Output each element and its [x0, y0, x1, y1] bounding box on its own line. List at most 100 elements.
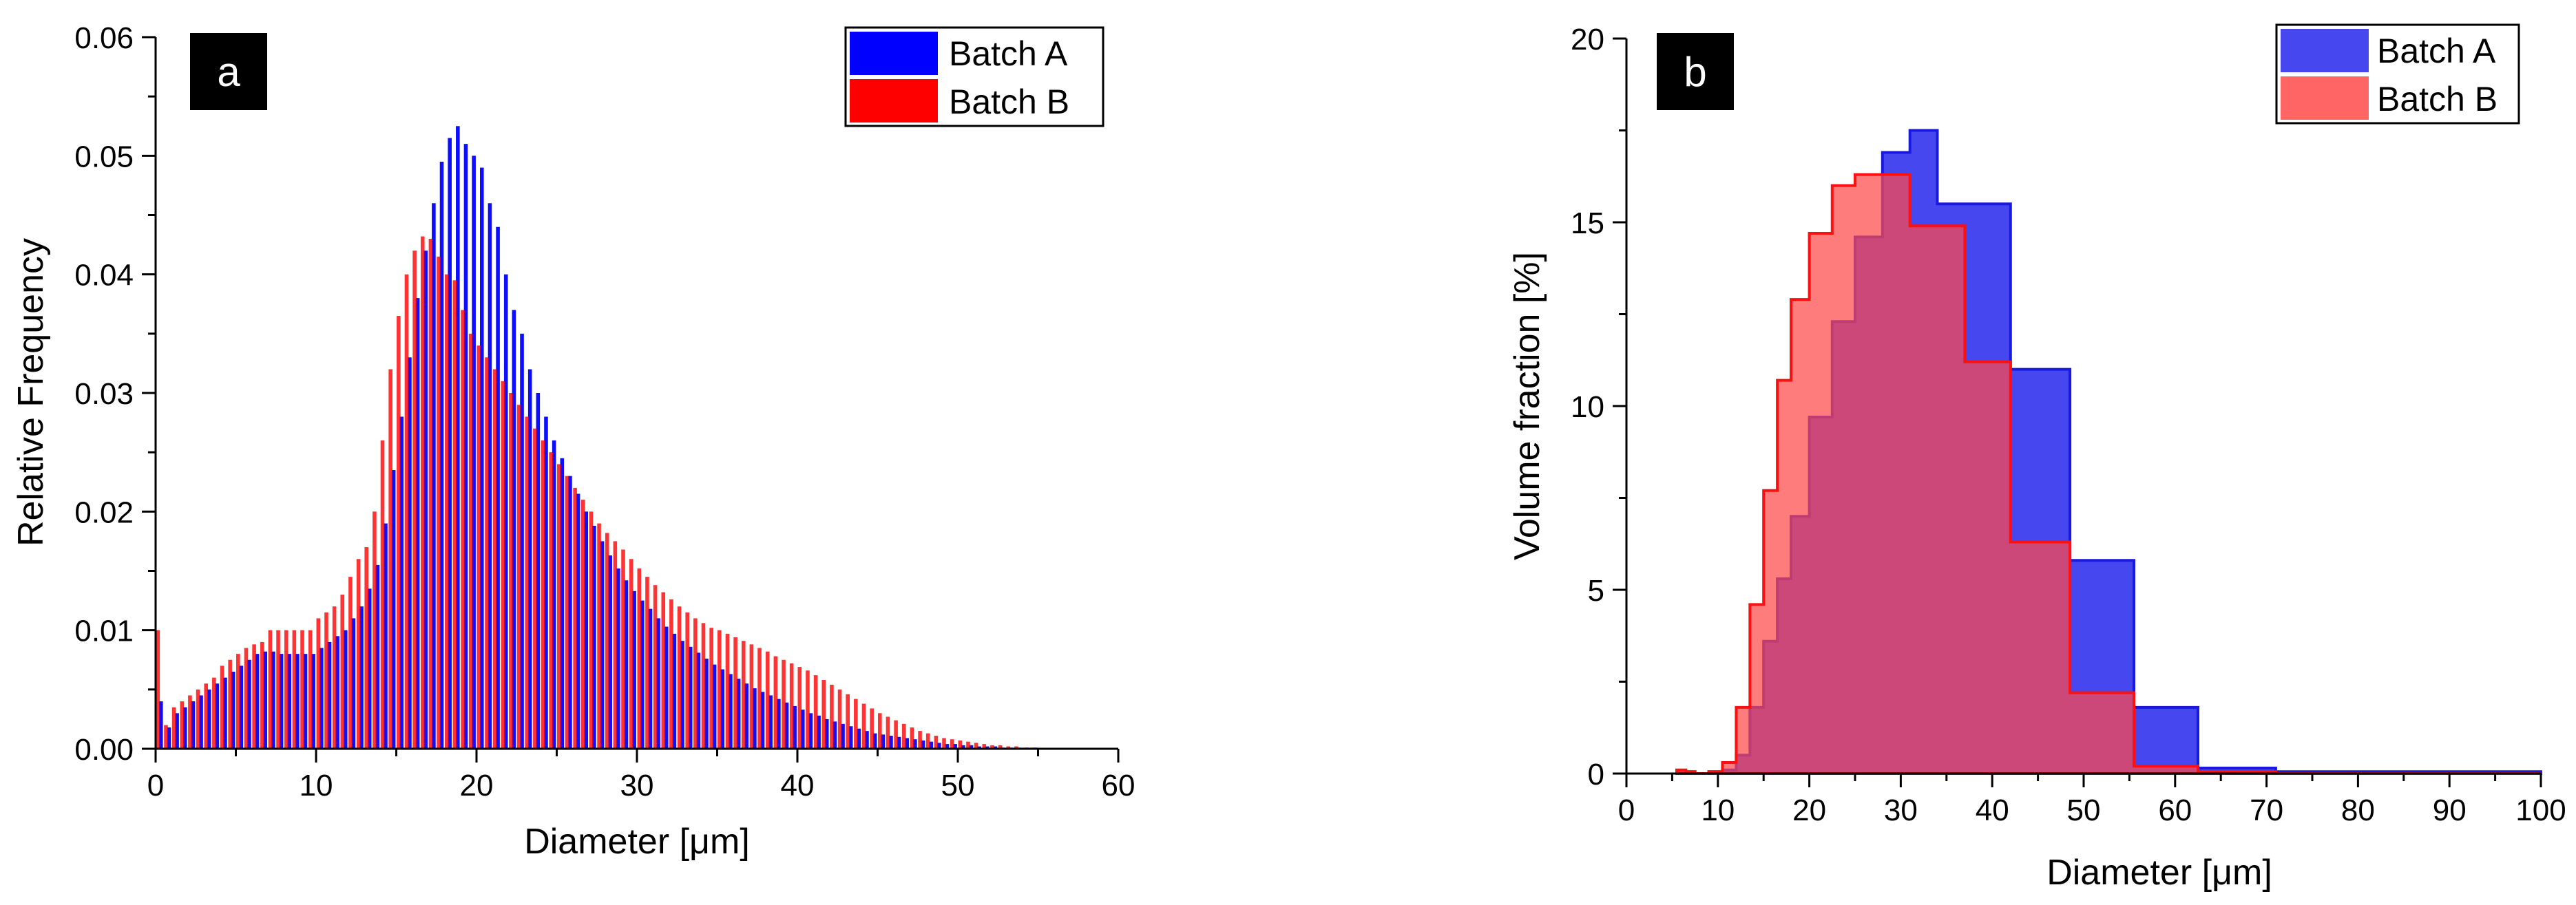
bar-batch-b-29 — [388, 369, 392, 749]
bar-batch-b-67 — [693, 618, 698, 749]
bar-batch-b-66 — [685, 612, 689, 749]
bar-batch-b-62 — [653, 585, 658, 749]
y-tick-label-a: 0.04 — [74, 259, 134, 292]
bar-batch-b-84 — [830, 684, 834, 749]
bar-batch-b-15 — [276, 630, 280, 749]
x-axis-label-b: Diameter [μm] — [2046, 853, 2272, 893]
bar-batch-a-10 — [239, 666, 244, 749]
bar-batch-a-22 — [335, 636, 339, 749]
x-tick-label-a: 20 — [460, 769, 494, 802]
bar-batch-a-84 — [833, 721, 837, 749]
x-tick-label-a: 50 — [941, 769, 975, 802]
bar-batch-a-76 — [768, 695, 773, 749]
bar-batch-a-75 — [760, 692, 765, 749]
bar-batch-b-93 — [901, 723, 906, 749]
bar-batch-b-3 — [180, 701, 185, 749]
bar-batch-a-73 — [744, 683, 749, 749]
bar-batch-b-80 — [797, 667, 802, 749]
bar-batch-b-31 — [404, 274, 409, 749]
legend-label-batch-a: Batch A — [949, 34, 1068, 73]
bar-batch-b-30 — [397, 315, 401, 749]
bar-batch-b-77 — [773, 656, 778, 749]
bar-batch-b-34 — [428, 238, 433, 749]
bar-batch-a-101 — [969, 745, 974, 749]
bar-batch-b-33 — [420, 236, 425, 749]
bar-batch-a-94 — [913, 739, 917, 749]
y-tick-label-a: 0.06 — [74, 21, 134, 55]
bar-batch-a-19 — [311, 654, 315, 749]
bar-batch-b-17 — [292, 630, 297, 749]
bar-batch-b-53 — [580, 500, 585, 749]
bar-batch-a-5 — [199, 695, 203, 749]
area-batch-b — [1675, 173, 2541, 775]
bar-batch-b-46 — [525, 416, 529, 749]
bar-batch-a-6 — [207, 689, 211, 749]
bar-batch-a-92 — [897, 736, 901, 749]
bar-batch-b-39 — [468, 333, 473, 749]
bar-batch-a-82 — [817, 715, 821, 749]
bar-batch-a-68 — [704, 659, 709, 749]
bar-batch-a-56 — [608, 555, 612, 749]
bar-batch-a-7 — [215, 683, 220, 749]
bar-batch-a-83 — [824, 718, 829, 749]
panel-label-box-b — [1657, 33, 1734, 110]
bar-batch-a-88 — [865, 731, 869, 749]
bar-batch-a-67 — [696, 652, 701, 749]
bar-batch-b-72 — [733, 637, 737, 749]
bar-batch-a-35 — [439, 161, 444, 749]
bar-batch-a-49 — [552, 440, 556, 749]
bar-batch-b-69 — [709, 628, 713, 749]
bar-batch-a-24 — [351, 618, 356, 749]
bar-batch-b-48 — [541, 440, 545, 749]
bar-batch-b-35 — [437, 256, 441, 749]
x-tick-label-a: 10 — [300, 769, 333, 802]
bar-batch-a-52 — [576, 493, 580, 749]
bar-batch-b-7 — [212, 677, 216, 749]
bar-batch-b-25 — [356, 559, 361, 749]
bar-batch-a-104 — [993, 746, 998, 749]
bar-batch-b-99 — [950, 739, 954, 749]
bar-batch-a-61 — [648, 608, 653, 749]
areas-group-b — [1675, 129, 2542, 775]
y-tick-label-a: 0.03 — [74, 377, 134, 411]
bar-batch-a-13 — [263, 651, 268, 749]
bar-batch-b-91 — [886, 716, 890, 749]
bar-batch-a-47 — [536, 393, 541, 749]
bar-batch-b-47 — [533, 428, 537, 749]
bar-batch-a-74 — [753, 688, 757, 749]
bar-batch-a-51 — [568, 476, 572, 749]
bar-batch-a-36 — [448, 138, 452, 749]
x-tick-label-b: 50 — [2067, 794, 2101, 827]
bar-batch-b-1 — [164, 725, 168, 749]
bar-batch-b-54 — [589, 511, 594, 749]
bars-group-a — [156, 126, 1038, 749]
axes-b: 0 10 20 30 40 50 60 70 80 90 100 0 5 10 15 20 — [1571, 23, 2566, 827]
y-tick-label-b: 10 — [1571, 390, 1604, 424]
y-tick-label-a: 0.05 — [74, 140, 134, 173]
y-tick-label-a: 0.01 — [74, 615, 134, 648]
bar-batch-a-43 — [503, 274, 508, 749]
bar-batch-a-91 — [889, 736, 893, 749]
bar-batch-a-62 — [656, 618, 660, 749]
x-tick-label-b: 30 — [1884, 794, 1918, 827]
x-tick-label-b: 60 — [2158, 794, 2192, 827]
bar-batch-b-51 — [565, 476, 569, 749]
bar-batch-a-80 — [800, 710, 805, 749]
bar-batch-b-59 — [629, 559, 633, 749]
bar-batch-a-59 — [632, 590, 636, 749]
bar-batch-b-103 — [982, 744, 987, 749]
bar-batch-b-38 — [461, 310, 465, 749]
x-tick-label-a: 30 — [620, 769, 654, 802]
bar-batch-a-20 — [319, 648, 324, 749]
bar-batch-b-27 — [373, 511, 377, 749]
x-tick-label-b: 0 — [1618, 794, 1635, 827]
bar-batch-a-44 — [512, 310, 516, 749]
bar-batch-b-21 — [324, 612, 328, 749]
y-tick-label-b: 5 — [1588, 574, 1604, 608]
bar-batch-b-105 — [998, 745, 1003, 749]
bar-batch-b-6 — [204, 683, 208, 749]
x-axis-label-a: Diameter [μm] — [524, 822, 750, 862]
bar-batch-b-104 — [990, 745, 994, 749]
bar-batch-a-96 — [929, 741, 933, 749]
